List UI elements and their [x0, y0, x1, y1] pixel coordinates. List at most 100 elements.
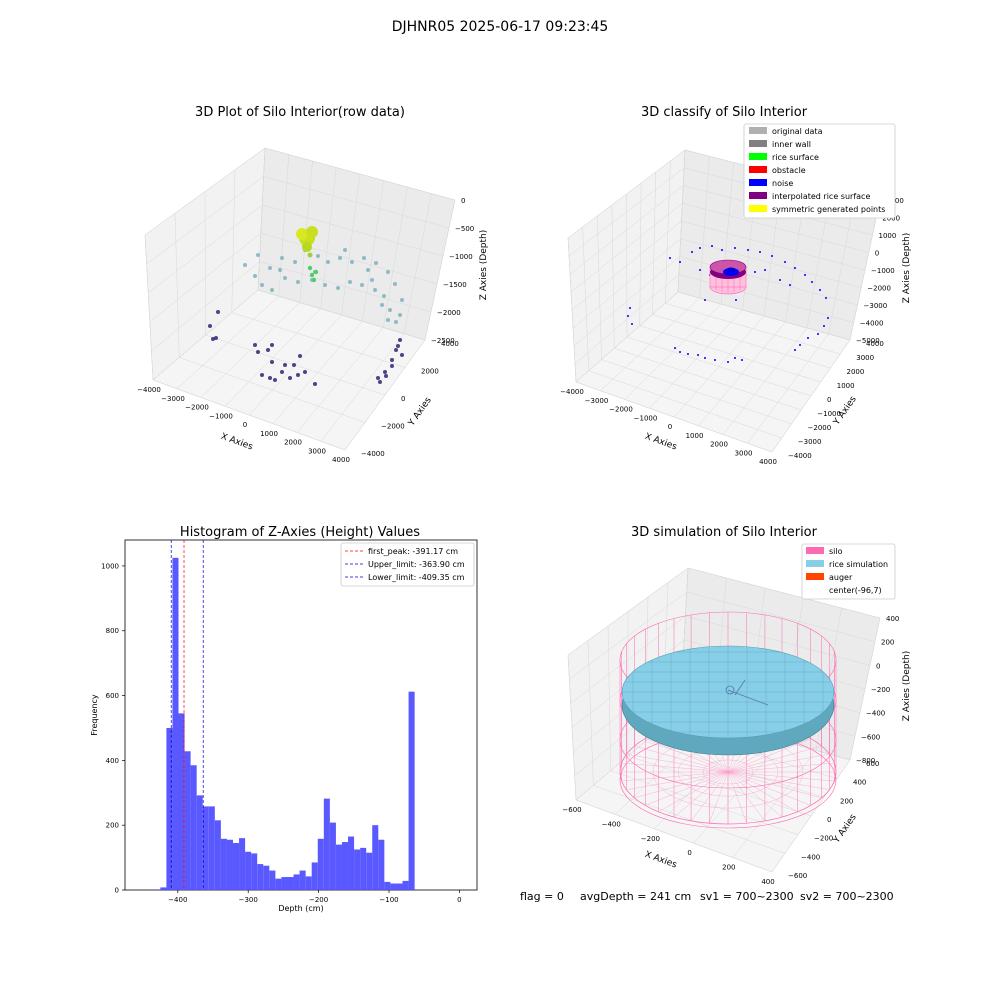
wall-grid-z [687, 567, 881, 619]
y-tick-label: 1000 [837, 382, 855, 390]
panel-2-title: 3D classify of Silo Interior [641, 105, 808, 120]
legend-label: rice simulation [829, 560, 888, 569]
wall-grid-z [572, 238, 681, 329]
silo-floor-spoke [727, 771, 811, 806]
x-tick-label: −200 [309, 896, 328, 904]
scatter-point [390, 364, 394, 368]
wall-grid-y [257, 147, 266, 291]
noise-point [794, 349, 796, 351]
wall-grid-z [686, 591, 876, 642]
scatter-point [260, 373, 264, 377]
scatter-point [398, 338, 402, 342]
z-tick-label: −5000 [856, 337, 880, 345]
y-tick-label: 3000 [856, 354, 874, 362]
silo-floor-spoke [709, 771, 729, 824]
histogram-bar [232, 843, 240, 890]
noise-point [687, 353, 689, 355]
z-tick-label: −800 [856, 757, 875, 765]
panel-2-y-ticks: −4000 −3000 −2000 −1000 0 1000 2000 3000 4000 [788, 340, 884, 460]
scatter-point [366, 268, 370, 272]
wall-grid-z [263, 176, 450, 229]
noise-point [784, 261, 786, 263]
panel-4-title: 3D simulation of Silo Interior [631, 525, 818, 540]
wall-grid-z [678, 274, 854, 323]
histogram-bar [166, 727, 173, 890]
floor-grid-y [626, 336, 812, 397]
y-tick-label: −4000 [361, 450, 385, 458]
floor-grid-y [665, 303, 841, 355]
noise-point [794, 267, 796, 269]
x-tick-label: 3000 [735, 449, 753, 457]
silo-floor-spoke [727, 771, 766, 821]
wall-grid-z [680, 238, 862, 288]
scatter-point [380, 303, 384, 307]
noise-point [799, 344, 801, 346]
legend-frame [743, 123, 896, 219]
x-tick-label: −2000 [185, 404, 209, 412]
legend-swatch [806, 560, 824, 567]
scatter-point [316, 254, 320, 258]
floor-grid-y [179, 357, 366, 423]
histogram-bar [263, 865, 270, 890]
panel-raw-data: 3D Plot of Silo Interior(row data) −4000… [137, 105, 489, 464]
scatter-point [384, 374, 388, 378]
noise-point [779, 279, 781, 281]
scatter-point [398, 313, 402, 317]
y-tick-label: −2000 [808, 424, 832, 432]
x-tick-label: 1000 [260, 430, 278, 438]
wall-grid-z [259, 261, 432, 313]
wall-grid-z [573, 256, 680, 347]
x-tick-label: −3000 [585, 397, 609, 405]
histogram-bar [269, 870, 276, 890]
panel-1-zlabel: Z Axies (Depth) [479, 230, 489, 301]
scatter-cluster [306, 226, 318, 238]
scatter-point [307, 252, 313, 258]
noise-point [754, 271, 756, 273]
noise-point [699, 269, 701, 271]
x-tick-label: −200 [641, 835, 660, 843]
y-tick-label: −400 [801, 853, 820, 861]
histogram-bar [172, 557, 179, 890]
noise-point [699, 247, 701, 249]
silo-floor-spoke [634, 745, 729, 773]
wall-grid-z [568, 167, 685, 257]
wall-grid-z [677, 291, 851, 341]
z-tick-label: 0 [875, 250, 879, 258]
z-tick-label: −2500 [431, 337, 455, 345]
scatter-point [214, 336, 218, 340]
histogram-bar [366, 852, 373, 890]
histogram-legend: first_peak: -391.17 cm Upper_limit: -363.… [340, 542, 475, 587]
scatter-point [273, 378, 277, 382]
legend-swatch [749, 140, 767, 147]
y-tick-label: 400 [853, 779, 866, 787]
histogram-bar [154, 889, 161, 890]
y-tick-label: −1000 [817, 410, 841, 418]
panel-2-rice-surface-cylinder [709, 259, 747, 295]
y-tick-label: −4000 [788, 452, 812, 460]
histogram-bar [239, 838, 246, 890]
z-tick-label: 400 [886, 615, 899, 623]
noise-point [734, 357, 736, 359]
silo-floor-spoke [727, 771, 747, 824]
scatter-point [303, 370, 307, 374]
wall-grid-x [278, 154, 289, 297]
floor-grid-y [601, 359, 792, 425]
scatter-point [266, 348, 270, 352]
auger-marker [725, 679, 769, 706]
y-tick-label: 0 [401, 395, 405, 403]
scatter-point [383, 370, 387, 374]
panel-1-x-ticks: −4000−3000−2000−1000 0 1000 2000 3000 4000 [137, 386, 350, 464]
legend-label: symmetric generated points [772, 205, 885, 214]
panel-4-z-ticks: 400 200 0 −200 −400 −600 −800 [856, 615, 899, 765]
x-tick-label: −400 [168, 896, 187, 904]
wall-grid-z [569, 185, 684, 275]
scatter-cluster [296, 228, 308, 240]
scatter-point [283, 276, 287, 280]
scatter-point [280, 256, 284, 260]
y-tick-label: 2000 [847, 368, 865, 376]
floor-grid-y [588, 370, 782, 439]
histogram-bar [311, 862, 318, 890]
scatter-point [216, 310, 220, 314]
y-tick-label: 800 [106, 627, 119, 635]
noise-point [679, 351, 681, 353]
